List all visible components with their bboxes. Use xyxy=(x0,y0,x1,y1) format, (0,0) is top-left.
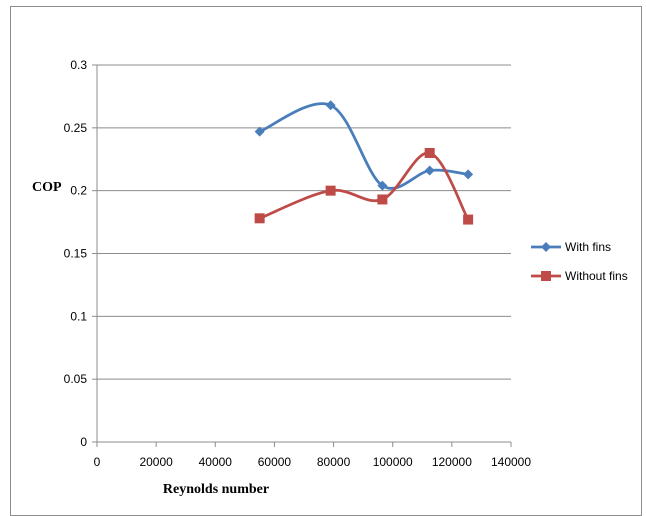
x-axis-title: Reynolds number xyxy=(163,482,269,497)
data-point-with-fins xyxy=(377,180,388,191)
y-tick-label: 0.3 xyxy=(70,58,87,72)
data-point-without-fins xyxy=(424,147,435,158)
data-point-without-fins xyxy=(463,214,474,225)
series-with-fins xyxy=(254,100,474,191)
legend-marker-with-fins xyxy=(541,242,551,252)
legend-label-with-fins: With fins xyxy=(565,240,611,254)
data-point-without-fins xyxy=(254,213,265,224)
data-point-with-fins xyxy=(463,169,474,180)
x-tick-label: 140000 xyxy=(491,455,531,469)
x-tick-label: 120000 xyxy=(432,455,472,469)
data-point-with-fins xyxy=(325,100,336,111)
y-tick-label: 0.2 xyxy=(70,184,87,198)
legend-label-without-fins: Without fins xyxy=(565,269,628,283)
data-point-with-fins xyxy=(424,165,435,176)
legend-item-with-fins: With fins xyxy=(531,240,611,254)
x-tick-label: 20000 xyxy=(139,455,173,469)
series-without-fins xyxy=(254,147,474,225)
x-tick-label: 60000 xyxy=(258,455,292,469)
x-tick-label: 40000 xyxy=(199,455,233,469)
y-tick-label: 0 xyxy=(80,435,87,449)
data-point-with-fins xyxy=(254,126,265,137)
x-tick-label: 0 xyxy=(94,455,101,469)
gridlines xyxy=(97,64,511,380)
series-line-without-fins xyxy=(259,151,470,221)
y-tick-label: 0.15 xyxy=(64,247,88,261)
y-tick-label: 0.25 xyxy=(64,121,88,135)
y-axis-ticks: 0 0.05 0.1 0.15 0.2 0.25 0.3 xyxy=(64,58,97,449)
x-tick-label: 100000 xyxy=(373,455,413,469)
legend: With fins Without fins xyxy=(531,240,628,283)
data-series xyxy=(254,100,474,225)
x-axis-ticks: 0 20000 40000 60000 80000 100000 120000 140000 xyxy=(94,442,531,469)
series-line-with-fins xyxy=(259,102,469,190)
data-point-without-fins xyxy=(325,185,336,196)
y-axis-title: COP xyxy=(32,180,62,195)
x-tick-label: 80000 xyxy=(317,455,351,469)
legend-item-without-fins: Without fins xyxy=(531,269,628,283)
legend-marker-without-fins xyxy=(541,271,551,281)
y-tick-label: 0.05 xyxy=(64,372,88,386)
data-point-without-fins xyxy=(377,194,388,205)
y-tick-label: 0.1 xyxy=(70,309,87,323)
